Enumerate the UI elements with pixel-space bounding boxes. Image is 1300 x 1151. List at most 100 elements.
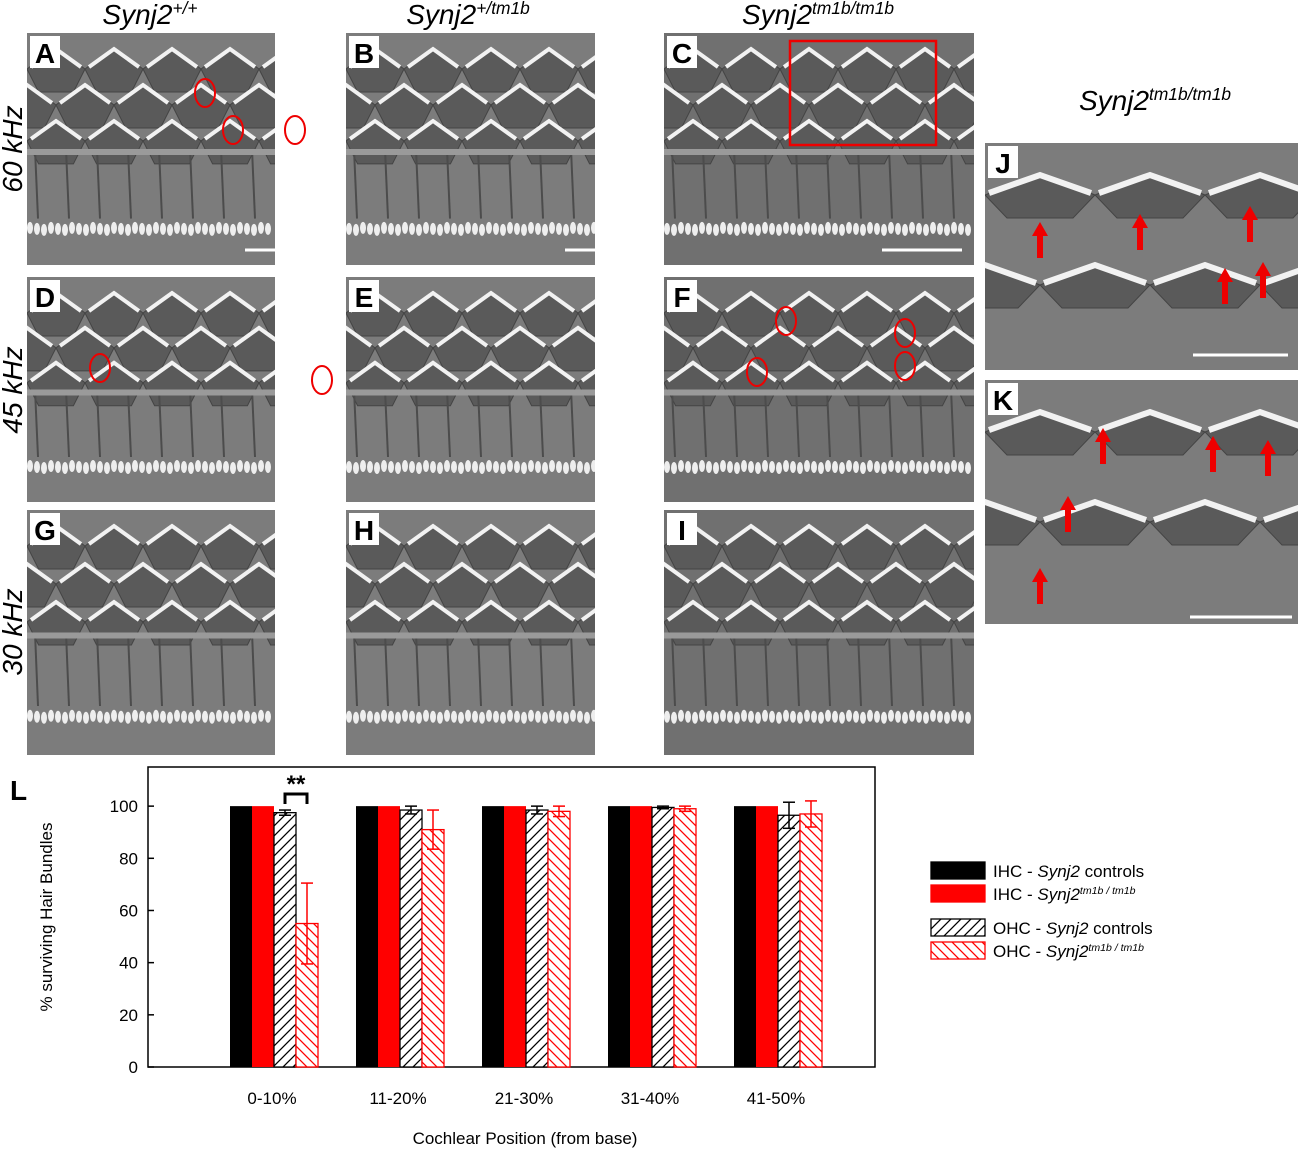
hair-bundle: [348, 360, 402, 383]
cell: [258, 56, 275, 93]
micrograph: [610, 277, 974, 502]
ihc-bundle: [874, 222, 880, 235]
ihc-bundle: [237, 709, 243, 722]
ihc-bundle: [202, 710, 208, 723]
ihc-bundle: [486, 221, 492, 234]
ihc-bundle: [216, 221, 222, 234]
ihc-bundle: [804, 460, 810, 472]
pillar: [220, 632, 225, 707]
hair-bundle: [695, 561, 749, 584]
hair-bundle: [610, 293, 660, 311]
hair-bundle: [377, 82, 431, 105]
letter-box: [30, 280, 60, 312]
bar: [651, 806, 675, 1068]
ihc-bundle: [202, 222, 208, 235]
ihc-bundle: [346, 461, 352, 473]
ihc-bundle: [402, 221, 408, 234]
ihc-bundle: [430, 710, 436, 723]
ihc-bundle: [41, 223, 47, 236]
ihc-bundle: [706, 222, 712, 235]
ihc-bundle: [839, 223, 845, 236]
ihc-bundle: [34, 222, 40, 235]
ihc-bundle: [528, 709, 534, 722]
ihc-bundle: [664, 461, 670, 473]
ihc-bundle: [888, 221, 894, 234]
ihc-bundle: [479, 223, 485, 236]
ihc-bundle: [104, 462, 110, 474]
ihc-bundle: [188, 711, 194, 724]
pillar: [127, 389, 132, 458]
ihc-bundle: [195, 709, 201, 722]
pillar: [570, 389, 575, 458]
pillar: [34, 389, 39, 458]
hair-bundle: [1208, 408, 1298, 433]
ihc-bundle: [360, 221, 366, 234]
hair-bundle: [493, 561, 547, 584]
ihc-bundle: [923, 223, 929, 236]
ihc-bundle: [223, 222, 229, 235]
hair-bundle: [840, 523, 894, 546]
ihc-bundle: [776, 711, 782, 724]
text-part: controls: [1080, 862, 1144, 881]
hair-bundle: [203, 599, 257, 622]
ihc-bundle: [776, 462, 782, 474]
ihc-bundle: [27, 709, 33, 722]
bar: [356, 806, 378, 1067]
ihc-bundle: [90, 221, 96, 234]
hair-bundle: [145, 360, 199, 383]
ihc-bundle: [867, 709, 873, 722]
error-bar: [805, 800, 817, 828]
pillar: [764, 632, 769, 707]
hair-bundle: [292, 363, 342, 381]
hair-bundle: [27, 82, 54, 105]
ihc-bundle: [671, 223, 677, 236]
hair-bundle: [27, 325, 54, 348]
ihc-bundle: [846, 460, 852, 472]
pillar: [446, 632, 451, 707]
ihc-bundle: [542, 711, 548, 724]
ihc-bundle: [902, 711, 908, 724]
ihc-bundle: [783, 709, 789, 722]
ihc-bundle: [132, 460, 138, 472]
ihc-bundle: [244, 710, 250, 723]
text-part: tm1b / tm1b: [1088, 942, 1144, 954]
hair-bundle: [782, 523, 836, 546]
hair-bundle: [493, 325, 547, 348]
pillar: [671, 389, 676, 458]
hair-bundle: [840, 290, 894, 313]
ihc-bundle: [790, 710, 796, 723]
cell: [346, 621, 347, 624]
ihc-bundle: [181, 461, 187, 473]
pillar: [34, 148, 39, 219]
ihc-bundle: [881, 462, 887, 474]
pillar: [950, 148, 955, 219]
bar: [756, 806, 778, 1067]
ihc-bundle: [685, 710, 691, 723]
highlight-circle: [194, 78, 216, 108]
pillar: [415, 632, 420, 707]
ihc-bundle: [472, 222, 478, 235]
cell: [577, 532, 595, 570]
hair-bundle: [116, 82, 170, 105]
ihc-bundle: [367, 461, 373, 473]
legend-swatch: [930, 941, 986, 960]
ihc-bundle: [493, 710, 499, 723]
pillar: [477, 389, 482, 458]
ihc-bundle: [458, 223, 464, 236]
ihc-bundle: [514, 222, 520, 235]
pillar: [446, 389, 451, 458]
ihc-bundle: [111, 221, 117, 234]
hair-bundle: [493, 82, 547, 105]
ihc-bundle: [591, 709, 595, 722]
ihc-bundle: [535, 222, 541, 235]
hair-bundle: [58, 561, 112, 584]
ihc-bundle: [444, 709, 450, 722]
ihc-bundle: [507, 709, 513, 722]
pillar: [65, 632, 70, 707]
text-part: Synj2: [102, 0, 172, 30]
ihc-bundle: [251, 462, 257, 474]
ihc-bundle: [388, 222, 394, 235]
highlight-circle: [894, 351, 916, 381]
cell: [346, 545, 347, 548]
